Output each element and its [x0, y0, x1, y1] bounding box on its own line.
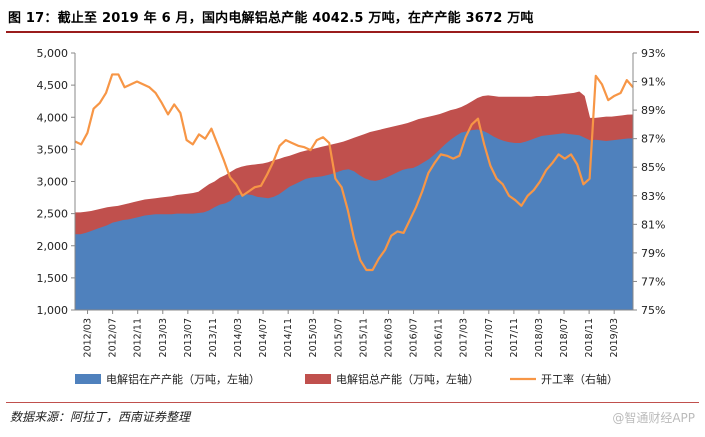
legend-label: 开工率（右轴） [541, 372, 618, 386]
x-tick-label: 2014/11 [283, 318, 294, 357]
x-tick-label: 2014/03 [233, 318, 244, 357]
right-tick-label: 89% [641, 104, 665, 117]
figure-title: 图 17：截止至 2019 年 6 月，国内电解铝总产能 4042.5 万吨，在… [8, 11, 534, 26]
watermark: @智通财经APP [612, 411, 695, 425]
left-tick-label: 2,500 [37, 208, 69, 221]
left-tick-label: 2,000 [37, 240, 69, 253]
data-source: 数据来源：阿拉丁，西南证券整理 [10, 410, 191, 424]
left-tick-label: 3,500 [37, 143, 69, 156]
footer-rule [6, 402, 699, 403]
right-tick-label: 75% [641, 304, 665, 317]
x-tick-label: 2018/03 [534, 318, 545, 357]
x-tick-label: 2012/07 [108, 318, 119, 357]
x-tick-label: 2015/03 [308, 318, 319, 357]
x-tick-label: 2014/07 [258, 318, 269, 357]
x-tick-label: 2017/03 [459, 318, 470, 357]
x-tick-label: 2012/11 [133, 318, 144, 357]
right-tick-label: 87% [641, 133, 665, 146]
legend-label: 电解铝总产能（万吨，左轴） [336, 372, 479, 386]
legend-label: 电解铝在产产能（万吨，左轴） [106, 372, 260, 386]
x-tick-label: 2017/11 [509, 318, 520, 357]
left-tick-label: 1,500 [37, 272, 69, 285]
left-tick-label: 5,000 [37, 47, 69, 60]
capacity-chart: 1,000 1,500 2,000 2,500 3,000 3,500 4,000 4,500… [37, 47, 666, 386]
x-tick-label: 2013/07 [183, 318, 194, 357]
title-rule [6, 31, 699, 33]
x-tick-label: 2015/11 [358, 318, 369, 357]
legend-swatch [305, 374, 331, 384]
x-tick-label: 2012/03 [83, 318, 94, 357]
x-tick-label: 2016/07 [409, 318, 420, 357]
x-tick-label: 2018/11 [584, 318, 595, 357]
x-tick-label: 2013/03 [158, 318, 169, 357]
x-tick-label: 2013/11 [208, 318, 219, 357]
x-tick-label: 2016/03 [383, 318, 394, 357]
right-tick-label: 93% [641, 47, 665, 60]
utilization-rate-line [74, 73, 634, 272]
left-tick-label: 4,000 [37, 111, 69, 124]
right-tick-label: 79% [641, 247, 665, 260]
x-tick-label: 2019/03 [609, 318, 620, 357]
right-tick-label: 91% [641, 76, 665, 89]
left-tick-label: 3,000 [37, 176, 69, 189]
x-tick-label: 2016/11 [434, 318, 445, 357]
left-tick-label: 1,000 [37, 304, 69, 317]
right-tick-label: 77% [641, 275, 665, 288]
x-tick-label: 2017/07 [484, 318, 495, 357]
legend-swatch [75, 374, 101, 384]
right-tick-label: 81% [641, 218, 665, 231]
x-tick-label: 2015/07 [333, 318, 344, 357]
right-tick-label: 83% [641, 190, 665, 203]
left-tick-label: 4,500 [37, 79, 69, 92]
x-tick-label: 2018/07 [559, 318, 570, 357]
right-tick-label: 85% [641, 161, 665, 174]
